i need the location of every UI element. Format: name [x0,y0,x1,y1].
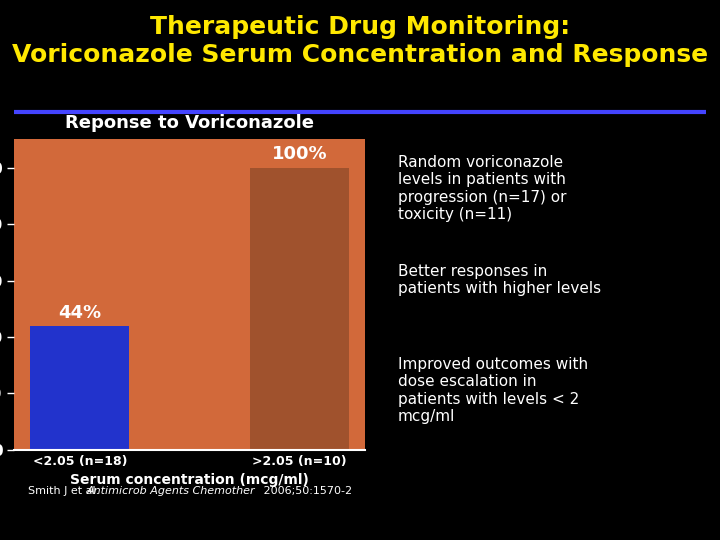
Text: 2006;50:1570-2: 2006;50:1570-2 [260,486,352,496]
Text: Smith J et al.: Smith J et al. [28,486,103,496]
Title: Reponse to Voriconazole: Reponse to Voriconazole [66,114,314,132]
Text: 100%: 100% [272,145,328,164]
X-axis label: Serum concentration (mcg/ml): Serum concentration (mcg/ml) [71,474,309,487]
Text: Random voriconazole
levels in patients with
progression (n=17) or
toxicity (n=11: Random voriconazole levels in patients w… [398,155,567,222]
Text: Improved outcomes with
dose escalation in
patients with levels < 2
mcg/ml: Improved outcomes with dose escalation i… [398,357,588,424]
Text: Therapeutic Drug Monitoring:
Voriconazole Serum Concentration and Response: Therapeutic Drug Monitoring: Voriconazol… [12,16,708,67]
Text: Antimicrob Agents Chemother: Antimicrob Agents Chemother [87,486,256,496]
Text: 44%: 44% [58,303,102,321]
Bar [30,326,130,450]
Text: Better responses in
patients with higher levels: Better responses in patients with higher… [398,264,601,296]
Bar [250,168,349,450]
